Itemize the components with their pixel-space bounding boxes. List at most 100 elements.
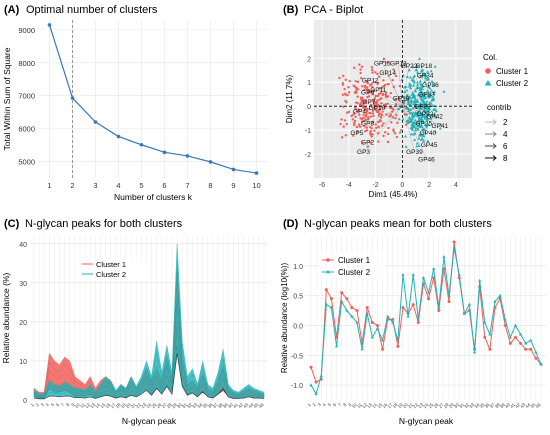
x-tick-label: 26 [432,402,439,409]
cluster-1-point [353,123,356,127]
cluster-1-point [342,125,345,128]
cluster-1-point [452,240,456,244]
cluster-2-point [417,123,421,127]
x-tick-label: 6 [55,402,61,408]
cluster-2-point [422,96,426,100]
cluster-1-point [382,57,386,61]
x-tick-label: 32 [186,402,193,409]
cluster-2-point [423,101,427,105]
cluster-1-point [309,365,313,369]
cluster-2-point [422,108,426,112]
variable-arrow [382,63,403,107]
cluster-2-point [422,94,426,98]
variable-label: GP32 [417,111,434,118]
cluster-1-point [376,82,379,85]
cluster-2-point [405,93,409,97]
cluster-1-point [392,68,395,71]
x-axis-title: N-glycan peak [122,416,177,426]
cluster-1-point [369,115,373,118]
cluster-2-point [529,338,533,342]
y-axis-title: Total Within Sum of Square [2,47,12,150]
cluster-2-point [408,103,412,106]
cluster-1-point [373,97,377,100]
cluster-2-point [370,335,374,339]
cluster-1-point [364,100,367,104]
wss-point [116,134,121,139]
cluster-1-point [345,122,348,126]
cluster-2-point [412,124,416,127]
cluster-1-point [344,92,347,95]
cluster-2-point [420,115,424,119]
x-tick-label: 1 [306,402,312,408]
cluster-1-point [389,114,393,117]
cluster-2-point [309,383,313,387]
variable-arrow [402,106,424,124]
x-tick-label: 25 [150,402,157,409]
variable-label: GP41 [432,123,449,130]
cluster-1-point [362,102,365,106]
x-tick-label: 35 [478,402,485,409]
x-tick-label: 1 [29,402,35,408]
cluster-2-point [419,92,423,95]
cluster-2-point [426,89,430,92]
x-tick-label: 5 [139,181,143,190]
cluster-1-point [359,68,362,71]
x-tick-label: 17 [109,402,116,409]
cluster-1-point [343,119,347,122]
legend-cluster-1-label: Cluster 1 [96,260,126,269]
cluster-2-point [419,74,423,78]
variable-label: GP33 [418,92,435,99]
x-tick-label: 8 [208,181,212,190]
cluster-1-point [404,123,408,126]
cluster-2-point [425,102,429,105]
cluster-1-point [359,71,362,75]
cluster-2-point [408,96,412,100]
x-tick-label: 25 [427,402,434,409]
x-tick-label: 9 [231,181,235,190]
cluster-2-point [340,299,344,303]
cluster-2-point [415,99,419,103]
cluster-2-point [518,332,523,336]
cluster-2-point [414,122,418,126]
x-tick-label: 33 [191,402,198,409]
cluster-1-point [352,134,355,137]
cluster-2-point [416,83,420,87]
x-tick-label: 46 [258,402,265,409]
x-tick-label: 9 [70,402,76,408]
cluster-1-point [372,89,376,92]
x-tick-label: 42 [514,402,521,409]
wss-point [162,150,167,155]
variable-arrow [370,79,403,107]
x-tick-label: 14 [371,402,378,409]
cluster-2-point [412,114,416,118]
cluster-2-point [386,314,390,318]
cluster-2-point [508,335,512,339]
x-tick-label: 2 [70,181,74,190]
cluster-1-point [394,74,398,78]
y-tick-label: 7000 [18,92,35,101]
cluster-1-point [394,117,397,120]
wss-line [48,24,257,174]
cluster-1-point [338,76,341,80]
cluster-1-point [353,91,357,94]
cluster-1-point [355,309,359,313]
cluster-2-point [423,130,427,134]
cluster-2-point [319,374,323,378]
variable-arrow [402,106,415,152]
x-tick-label: 36 [484,402,491,409]
cluster-1-point [363,124,366,128]
x-tick-label: -4 [346,182,352,189]
cluster-1-point [396,121,399,125]
x-tick-label: 24 [145,402,152,409]
x-tick-label: 4 [45,402,51,408]
cluster-1-point [344,78,347,81]
cluster-2-point [410,128,414,131]
y-tick-label: 2 [307,56,311,63]
cluster-2-point [407,68,411,72]
cluster-2-point [430,88,434,92]
cluster-2-point [415,80,419,84]
cluster-1-point [365,129,369,132]
cluster-2-point [429,69,433,73]
x-tick-label: 15 [99,402,106,409]
cluster-1-point [347,91,351,94]
